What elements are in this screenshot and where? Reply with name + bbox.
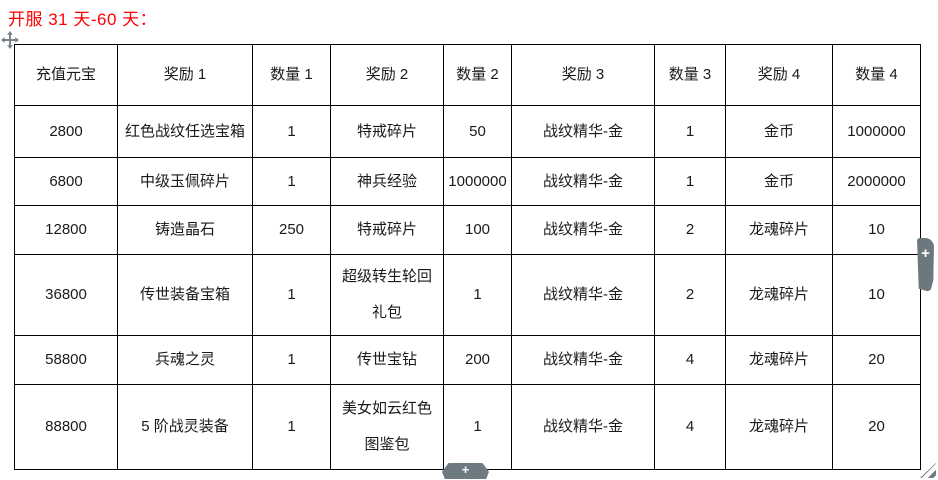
table-cell: 200 [443, 335, 512, 385]
table-cell: 1000000 [832, 105, 921, 158]
table-cell: 战纹精华-金 [511, 335, 655, 385]
table-cell: 特戒碎片 [330, 105, 444, 158]
table-cell: 战纹精华-金 [511, 384, 655, 470]
column-header: 奖励 3 [511, 44, 655, 106]
table-cell: 神兵经验 [330, 157, 444, 206]
plus-icon: + [921, 245, 930, 262]
header-row: 充值元宝 奖励 1 数量 1 奖励 2 数量 2 奖励 3 数量 3 奖励 4 数量 4 [14, 44, 921, 106]
table-cell: 4 [654, 335, 726, 385]
table-cell: 4 [654, 384, 726, 470]
table-cell: 金币 [725, 105, 833, 158]
table-cell: 1 [252, 335, 331, 385]
table-cell: 50 [443, 105, 512, 158]
table-row: 6800 中级玉佩碎片 1 神兵经验 1000000 战纹精华-金 1 金币 2000000 [14, 157, 921, 206]
table-cell: 2000000 [832, 157, 921, 206]
table-cell: 传世宝钻 [330, 335, 444, 385]
table-cell: 战纹精华-金 [511, 157, 655, 206]
table-cell: 2800 [14, 105, 118, 158]
table-cell: 20 [832, 335, 921, 385]
table-cell: 传世装备宝箱 [117, 254, 253, 336]
table-cell: 龙魂碎片 [725, 254, 833, 336]
section-title: 开服 31 天-60 天： [8, 10, 158, 29]
scroll-right-button[interactable]: + [917, 238, 934, 292]
table-row: 36800 传世装备宝箱 1 超级转生轮回礼包 1 战纹精华-金 2 龙魂碎片 10 [14, 254, 921, 336]
table-cell: 88800 [14, 384, 118, 470]
table-cell: 12800 [14, 205, 118, 255]
table-cell: 36800 [14, 254, 118, 336]
table-cell: 中级玉佩碎片 [117, 157, 253, 206]
table-cell: 1 [252, 384, 331, 470]
table-resize-grip-icon[interactable] [920, 463, 936, 478]
table-cell: 龙魂碎片 [725, 335, 833, 385]
table-cell: 10 [832, 254, 921, 336]
table-cell: 2 [654, 254, 726, 336]
scroll-down-button[interactable]: + [442, 463, 489, 479]
table-cell: 1 [252, 105, 331, 158]
table-cell: 250 [252, 205, 331, 255]
table-cell: 1 [252, 254, 331, 336]
table-cell: 20 [832, 384, 921, 470]
table-row: 88800 5 阶战灵装备 1 美女如云红色图鉴包 1 战纹精华-金 4 龙魂碎片 20 [14, 384, 921, 470]
column-header: 奖励 4 [725, 44, 833, 106]
table-cell: 1000000 [443, 157, 512, 206]
column-header: 数量 1 [252, 44, 331, 106]
table-cell: 1 [252, 157, 331, 206]
table-cell: 兵魂之灵 [117, 335, 253, 385]
table-cell: 特戒碎片 [330, 205, 444, 255]
column-header: 数量 4 [832, 44, 921, 106]
table-cell: 战纹精华-金 [511, 205, 655, 255]
table-cell: 100 [443, 205, 512, 255]
table-cell: 超级转生轮回礼包 [330, 254, 444, 336]
table-cell: 58800 [14, 335, 118, 385]
table-cell: 金币 [725, 157, 833, 206]
table-cell: 1 [443, 384, 512, 470]
column-header: 奖励 1 [117, 44, 253, 106]
column-header: 奖励 2 [330, 44, 444, 106]
table-row: 58800 兵魂之灵 1 传世宝钻 200 战纹精华-金 4 龙魂碎片 20 [14, 335, 921, 385]
table-cell: 1 [654, 105, 726, 158]
table-cell: 铸造晶石 [117, 205, 253, 255]
table-cell: 5 阶战灵装备 [117, 384, 253, 470]
table-cell: 红色战纹任选宝箱 [117, 105, 253, 158]
table-cell: 10 [832, 205, 921, 255]
table-cell: 龙魂碎片 [725, 205, 833, 255]
table-cell: 2 [654, 205, 726, 255]
table-cell: 龙魂碎片 [725, 384, 833, 470]
table-cell: 1 [443, 254, 512, 336]
table-cell: 战纹精华-金 [511, 254, 655, 336]
table-row: 12800 铸造晶石 250 特戒碎片 100 战纹精华-金 2 龙魂碎片 10 [14, 205, 921, 255]
table-cell: 6800 [14, 157, 118, 206]
column-header: 数量 3 [654, 44, 726, 106]
table-move-handle[interactable] [1, 31, 19, 49]
table-cell: 美女如云红色图鉴包 [330, 384, 444, 470]
table-cell: 1 [654, 157, 726, 206]
rewards-table: 充值元宝 奖励 1 数量 1 奖励 2 数量 2 奖励 3 数量 3 奖励 4 数量 4 2800… [14, 44, 921, 470]
column-header: 数量 2 [443, 44, 512, 106]
table-body: 充值元宝 奖励 1 数量 1 奖励 2 数量 2 奖励 3 数量 3 奖励 4 数量 4 2800… [14, 44, 921, 470]
move-icon [1, 31, 19, 49]
table-cell: 战纹精华-金 [511, 105, 655, 158]
table-row: 2800 红色战纹任选宝箱 1 特戒碎片 50 战纹精华-金 1 金币 1000000 [14, 105, 921, 158]
column-header: 充值元宝 [14, 44, 118, 106]
